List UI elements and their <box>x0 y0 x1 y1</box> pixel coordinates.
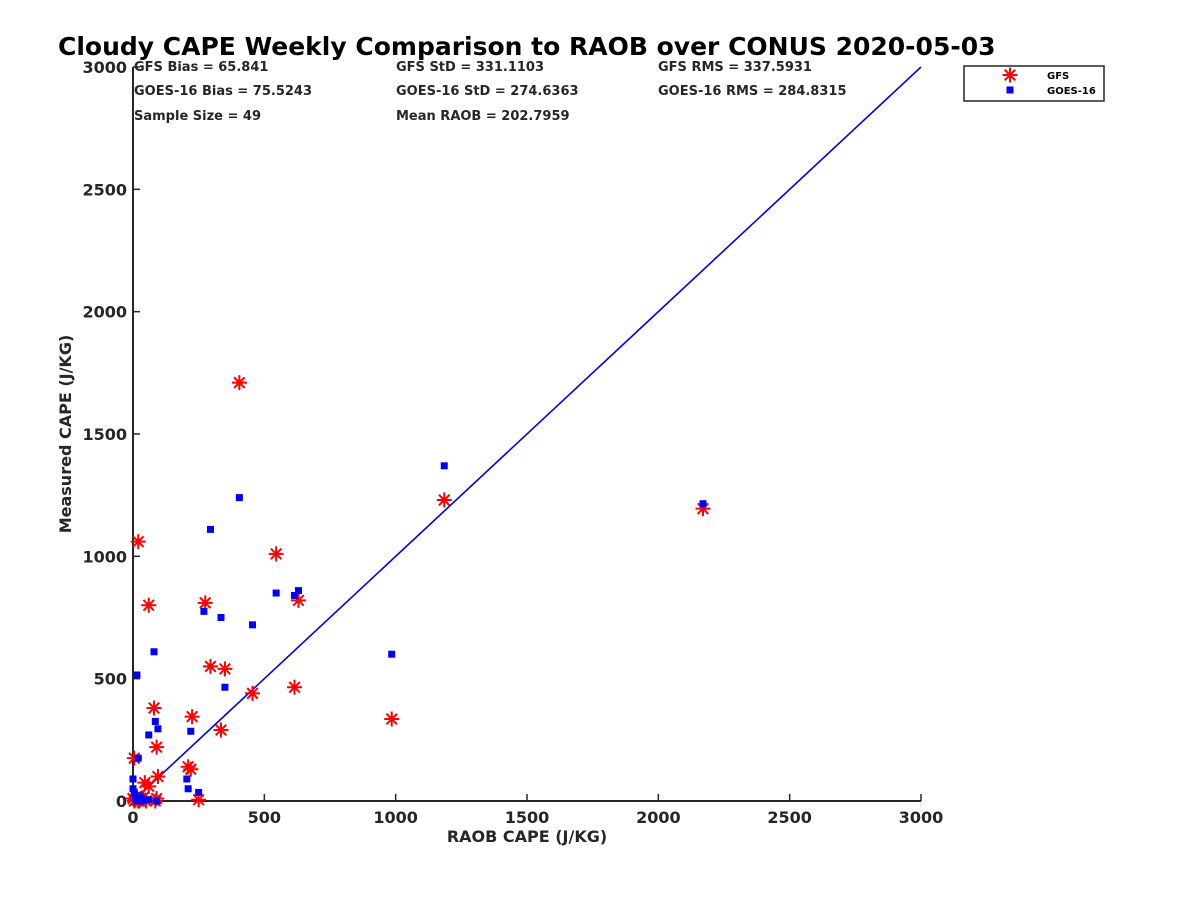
goes-16-point <box>291 591 299 599</box>
goes-rms-stat: GOES-16 RMS = 284.8315 <box>658 84 847 99</box>
goes-16-point <box>699 500 707 508</box>
goes-16-series <box>129 462 707 805</box>
y-tick-label: 1500 <box>82 425 127 444</box>
goes-16-point <box>187 727 195 735</box>
gfs-point <box>287 679 303 695</box>
x-tick-label: 2000 <box>636 808 681 827</box>
gfs-point <box>126 750 142 766</box>
gfs-point <box>213 722 229 738</box>
axis-ticks: 0 500 1000 1500 2000 2500 3000 0 500 1000 1500 2000… <box>82 58 943 827</box>
gfs-point <box>183 761 199 777</box>
gfs-point <box>217 661 233 677</box>
gfs-point <box>268 546 284 562</box>
x-tick-label: 3000 <box>899 808 944 827</box>
gfs-point <box>197 595 213 611</box>
gfs-point <box>245 685 261 701</box>
goes-16-point <box>184 785 192 793</box>
gfs-bias-stat: GFS Bias = 65.841 <box>134 60 268 75</box>
goes-16-point <box>129 785 137 793</box>
x-tick-label: 1000 <box>373 808 418 827</box>
goes-16-point <box>294 587 302 595</box>
y-tick-label: 2000 <box>82 303 127 322</box>
gfs-point <box>191 792 207 808</box>
goes-16-point <box>129 775 137 783</box>
gfs-point <box>436 492 452 508</box>
gfs-point <box>130 534 146 550</box>
x-axis-label: RAOB CAPE (J/KG) <box>447 827 607 846</box>
goes-16-point <box>145 796 153 804</box>
y-axis-label: Measured CAPE (J/KG) <box>56 335 75 534</box>
legend-goes-16-label: GOES-16 <box>1047 86 1096 97</box>
gfs-point <box>231 375 247 391</box>
goes-16-point <box>151 717 159 725</box>
gfs-point <box>141 778 157 794</box>
goes-std-stat: GOES-16 StD = 274.6363 <box>396 84 579 99</box>
gfs-series <box>125 375 711 809</box>
y-tick-label: 0 <box>116 792 127 811</box>
gfs-point <box>184 709 200 725</box>
gfs-point <box>149 739 165 755</box>
gfs-point <box>384 711 400 727</box>
goes-16-point <box>235 494 243 502</box>
gfs-point <box>695 501 711 517</box>
statistics-panel: GFS Bias = 65.841 GFS StD = 331.1103 GFS… <box>134 60 847 124</box>
goes-16-point <box>153 797 161 805</box>
sample-size-stat: Sample Size = 49 <box>134 109 261 124</box>
legend-gfs-marker <box>1002 67 1018 83</box>
goes-16-point <box>388 650 396 658</box>
gfs-point <box>290 592 306 608</box>
gfs-rms-stat: GFS RMS = 337.5931 <box>658 60 812 75</box>
goes-16-point <box>200 607 208 615</box>
goes-16-point <box>145 731 153 739</box>
goes-16-point <box>221 683 229 691</box>
y-tick-label: 3000 <box>82 58 127 77</box>
goes-16-point <box>217 614 225 621</box>
goes-16-point <box>206 525 214 533</box>
legend: GFS GOES-16 <box>963 65 1105 102</box>
legend-goes-16-marker <box>1006 86 1014 94</box>
y-tick-label: 2500 <box>82 180 127 199</box>
y-tick-label: 1000 <box>82 547 127 566</box>
goes-16-point <box>154 725 162 733</box>
reference-line <box>132 66 922 802</box>
goes-16-point <box>138 797 146 805</box>
goes-16-point <box>272 589 280 597</box>
gfs-point <box>202 658 218 674</box>
goes-bias-stat: GOES-16 Bias = 75.5243 <box>134 84 312 99</box>
y-tick-label: 500 <box>94 670 127 689</box>
chart-title: Cloudy CAPE Weekly Comparison to RAOB ov… <box>58 32 996 61</box>
goes-16-point <box>133 671 141 679</box>
goes-16-point <box>183 775 191 783</box>
mean-raob-stat: Mean RAOB = 202.7959 <box>396 109 570 124</box>
goes-16-point <box>195 788 203 796</box>
plot-area: 0 500 1000 1500 2000 2500 3000 0 500 1000 1500 2000… <box>82 58 943 827</box>
gfs-point <box>141 597 157 613</box>
legend-goes-16-square <box>1006 86 1014 94</box>
gfs-point <box>146 700 162 716</box>
legend-gfs-asterisk <box>1002 67 1018 83</box>
x-tick-label: 2500 <box>767 808 812 827</box>
legend-box <box>963 65 1105 102</box>
x-tick-label: 1500 <box>505 808 550 827</box>
x-tick-label: 500 <box>248 808 281 827</box>
goes-16-point <box>440 462 448 470</box>
goes-16-point <box>134 754 142 762</box>
goes-16-point <box>249 621 257 629</box>
gfs-std-stat: GFS StD = 331.1103 <box>396 60 544 75</box>
gfs-point <box>150 769 166 785</box>
legend-gfs-label: GFS <box>1047 71 1069 82</box>
goes-16-point <box>130 790 138 798</box>
x-tick-label: 0 <box>127 808 138 827</box>
goes-16-point <box>150 648 158 656</box>
